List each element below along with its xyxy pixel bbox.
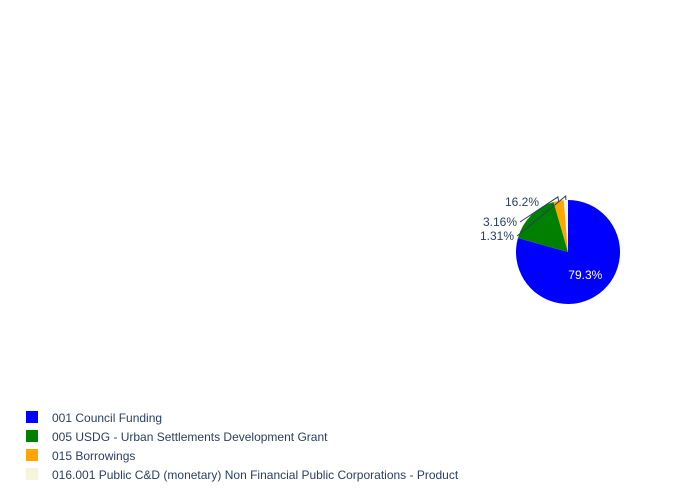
slice-4-leader-line [516,194,567,237]
legend-label-2[interactable]: 005 USDG - Urban Settlements Development… [52,430,328,444]
slice-2-wedge[interactable] [517,202,568,252]
legend-swatch-1[interactable] [26,411,38,423]
legend-label-4[interactable]: 016.001 Public C&D (monetary) Non Financ… [52,468,459,482]
legend-swatch-4[interactable] [26,468,38,480]
pie-slices [516,200,621,304]
slice-2-label: 16.2% [505,195,539,209]
slice-3-wedge[interactable] [553,200,568,252]
slice-4-label: 1.31% [480,229,514,243]
slice-4-wedge[interactable] [563,200,568,252]
slice-3-leader-line [519,196,560,223]
legend-swatch-3[interactable] [26,449,38,461]
slice-3-label: 3.16% [483,215,517,229]
leader-lines [516,194,567,237]
legend-label-1[interactable]: 001 Council Funding [52,411,162,425]
legend: 001 Council Funding 005 USDG - Urban Sett… [26,411,459,482]
legend-label-3[interactable]: 015 Borrowings [52,449,135,463]
legend-swatch-2[interactable] [26,430,38,442]
slice-1-label: 79.3% [568,268,602,282]
slice-1-wedge[interactable] [516,200,621,304]
slice-labels: 79.3% 16.2% 3.16%1.31% [480,195,603,282]
